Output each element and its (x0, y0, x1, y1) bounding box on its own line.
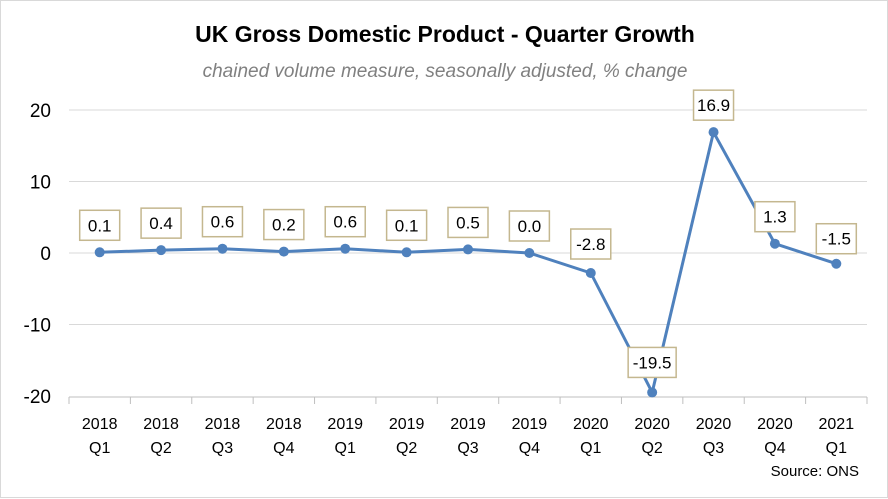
data-label: -1.5 (815, 222, 858, 255)
x-tick-label-year: 2018 (205, 416, 241, 433)
data-label-text: 1.3 (763, 208, 787, 227)
data-label-text: 0.2 (272, 216, 296, 235)
series-line (99, 130, 837, 394)
data-label-text: 16.9 (697, 96, 730, 115)
y-tick-label: 20 (30, 101, 51, 122)
data-label: 1.3 (754, 200, 796, 233)
x-tick-label-year: 2018 (266, 416, 302, 433)
data-point (831, 258, 842, 269)
x-tick-label-quarter: Q1 (826, 440, 847, 457)
data-label-box (140, 207, 182, 239)
data-point (217, 243, 228, 254)
data-label-text: 0.0 (518, 217, 542, 236)
data-point (278, 246, 289, 257)
x-tick-label-year: 2020 (634, 416, 670, 433)
y-tick-label: -10 (24, 316, 51, 337)
data-label-text: 0.4 (149, 214, 173, 233)
data-label: -2.8 (570, 228, 612, 260)
data-label-text: -1.5 (822, 230, 851, 249)
x-tick-label-year: 2018 (82, 416, 118, 433)
y-tick-label: 10 (30, 173, 51, 194)
x-tick-label-year: 2021 (819, 416, 855, 433)
y-tick-label: 0 (40, 244, 51, 265)
data-label: 0.0 (508, 210, 551, 242)
data-label-text: 0.5 (456, 213, 480, 232)
data-label-box (78, 209, 121, 242)
source-note: Source: ONS (770, 463, 859, 480)
x-tick-label-quarter: Q1 (580, 440, 601, 457)
data-point (585, 268, 596, 279)
data-label-box (815, 222, 858, 255)
data-label-box (385, 209, 428, 242)
chart-subtitle: chained volume measure, seasonally adjus… (202, 61, 688, 82)
data-label: 0.2 (263, 208, 305, 241)
x-tick-label-quarter: Q4 (273, 440, 294, 457)
data-label-box (201, 205, 244, 238)
y-tick-label: -20 (24, 387, 51, 408)
data-label: 0.5 (447, 206, 489, 239)
chart-title: UK Gross Domestic Product - Quarter Grow… (195, 21, 695, 47)
data-label-text: -2.8 (576, 235, 605, 254)
data-label: 0.1 (385, 209, 428, 242)
data-label-box (447, 206, 489, 239)
data-point (769, 238, 780, 249)
x-tick-label-quarter: Q2 (150, 440, 171, 457)
data-point (647, 387, 658, 398)
x-tick-label-quarter: Q4 (519, 440, 540, 457)
data-label-text: 0.6 (333, 213, 357, 232)
data-point (401, 247, 412, 258)
data-label: 0.6 (201, 205, 244, 238)
data-label-box (692, 89, 735, 121)
data-label-text: 0.1 (395, 216, 419, 235)
data-label-box (570, 228, 612, 260)
x-tick-label-year: 2020 (696, 416, 732, 433)
data-label: 0.4 (140, 207, 182, 239)
x-tick-label-quarter: Q3 (212, 440, 233, 457)
data-label-box (754, 200, 796, 233)
x-tick-label-quarter: Q3 (703, 440, 724, 457)
x-tick-label-year: 2019 (450, 416, 486, 433)
x-tick-label-quarter: Q2 (396, 440, 417, 457)
x-tick-label-quarter: Q1 (335, 440, 356, 457)
x-tick-label-quarter: Q3 (457, 440, 478, 457)
data-point (524, 248, 535, 258)
x-tick-label-year: 2018 (143, 416, 179, 433)
x-tick-label-quarter: Q4 (764, 440, 785, 457)
x-tick-label-quarter: Q1 (89, 440, 110, 457)
data-point (340, 243, 351, 254)
x-tick-label-year: 2020 (757, 416, 793, 433)
data-label: -19.5 (627, 346, 677, 379)
data-point (708, 127, 719, 138)
data-label-box (627, 346, 677, 379)
data-label-box (324, 205, 366, 238)
data-label-text: 0.6 (211, 213, 235, 232)
x-tick-label-year: 2020 (573, 416, 609, 433)
data-point (463, 244, 473, 255)
data-label-text: -19.5 (633, 353, 672, 372)
data-label-text: 0.1 (88, 216, 112, 235)
data-point (156, 245, 167, 256)
data-label: 16.9 (692, 89, 735, 121)
data-label-box (508, 210, 551, 242)
x-tick-label-year: 2019 (512, 416, 548, 433)
data-label: 0.6 (324, 205, 366, 238)
data-label-box (263, 208, 305, 241)
x-tick-label-year: 2019 (389, 416, 425, 433)
x-tick-label-quarter: Q2 (641, 440, 662, 457)
data-label: 0.1 (78, 209, 121, 242)
x-tick-label-year: 2019 (327, 416, 363, 433)
data-point (94, 247, 105, 258)
